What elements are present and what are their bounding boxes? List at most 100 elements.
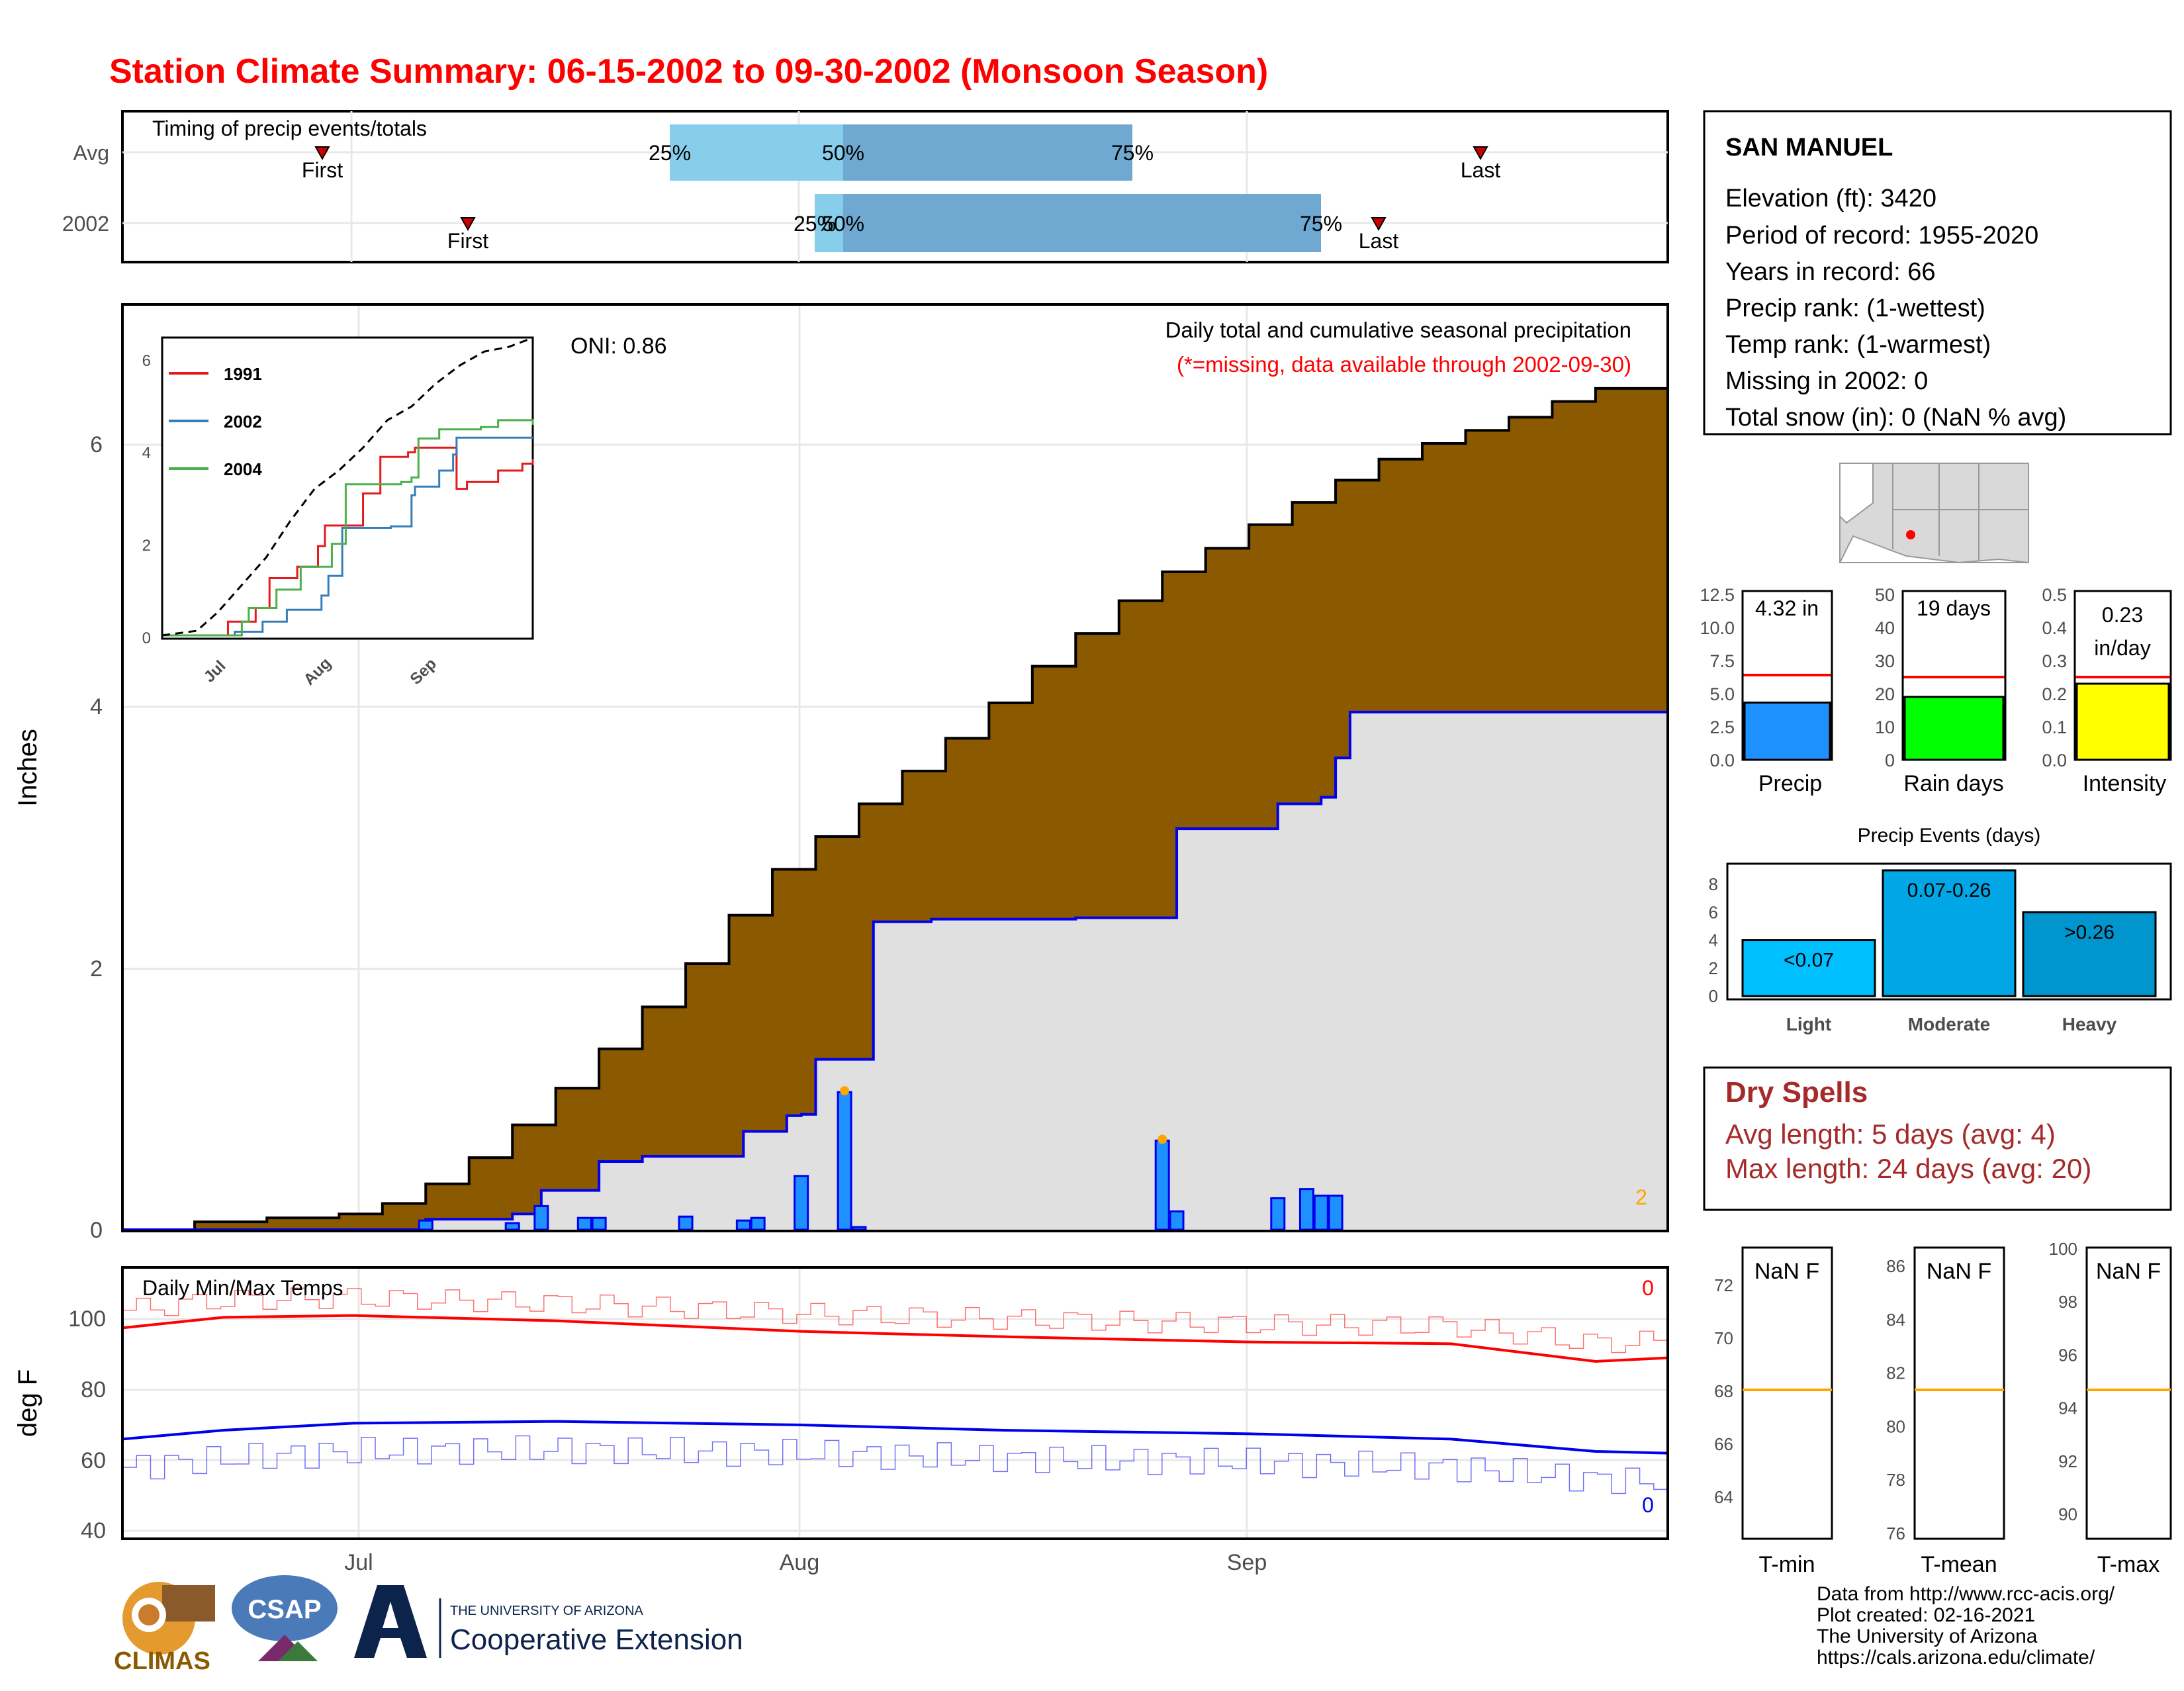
footer-line-2: Plot created: 02-16-2021 xyxy=(1817,1604,2035,1626)
timing-avg-last-label: Last xyxy=(1461,158,1501,182)
daily-precip-bar xyxy=(1270,1197,1286,1231)
temp-xtick-sep: Sep xyxy=(1227,1550,1267,1575)
footer-line-4: https://cals.arizona.edu/climate/ xyxy=(1817,1647,2095,1668)
timing-2002-last-marker xyxy=(1371,217,1387,232)
mini-intensity-ytick: 0.1 xyxy=(2042,717,2067,737)
inset-legend-1991: 1991 xyxy=(224,364,262,384)
mini-precip-ytick: 7.5 xyxy=(1709,651,1735,671)
temp-ytick-100: 100 xyxy=(68,1306,106,1332)
station-missing: Missing in 2002: 0 xyxy=(1725,367,1928,395)
mini-precip-value: 4.32 in xyxy=(1755,596,1819,620)
timing-panel: Timing of precip events/totals Avg 2002 … xyxy=(62,110,1669,263)
inset-line-2004 xyxy=(162,419,534,637)
temp-xtick-jul: Jul xyxy=(344,1550,373,1575)
station-temp-rank: Temp rank: (1-warmest) xyxy=(1725,331,1991,359)
footer-line-1: Data from http://www.rcc-acis.org/ xyxy=(1817,1583,2115,1605)
mini-raindays-label: Rain days xyxy=(1903,771,2003,796)
timing-avg-first-marker xyxy=(314,146,330,161)
inset-ytick-6: 6 xyxy=(142,352,151,370)
mini-bar-ticks: 0.0 2.5 5.0 7.5 10.0 12.5 0 10 20 30 40 50 0.0 0.1 0.2… xyxy=(1700,585,2067,770)
station-period: Period of record: 1955-2020 xyxy=(1725,222,2038,250)
inset-chart: 6 4 2 0 Jul Aug Sep 1991 2002 2004 xyxy=(142,336,534,689)
daily-precip-bar xyxy=(418,1219,433,1231)
mini-intensity-ytick: 0.2 xyxy=(2042,684,2067,704)
event-bar-heavy xyxy=(2022,911,2157,997)
temp-xtick-aug: Aug xyxy=(780,1550,820,1575)
mini-intensity-value: 0.23 xyxy=(2102,603,2143,627)
footer-line-3: The University of Arizona xyxy=(1817,1625,2038,1647)
event-label-light: Light xyxy=(1786,1014,1831,1034)
temp-missing-max: 0 xyxy=(1642,1276,1654,1300)
temp-ytick-80: 80 xyxy=(81,1377,106,1402)
daily-precip-bar xyxy=(591,1216,607,1231)
temp-mini-ytick: 86 xyxy=(1886,1256,1905,1276)
inset-ytick-4: 4 xyxy=(142,444,151,462)
mini-precip-ytick: 5.0 xyxy=(1709,684,1735,704)
cumulative-avg-line xyxy=(122,375,1669,1231)
missing-count: 2 xyxy=(1635,1185,1647,1209)
timing-2002-25-50-bar xyxy=(815,194,843,252)
event-label-heavy: Heavy xyxy=(2062,1014,2117,1034)
precip-events-title: Precip Events (days) xyxy=(1858,825,2041,846)
daily-precip-bar xyxy=(1328,1195,1343,1231)
tmean-value: NaN F xyxy=(1927,1259,1991,1284)
temp-mini-ytick: 94 xyxy=(2058,1398,2077,1418)
tmin-average-line xyxy=(122,1420,1668,1455)
temp-mini-ytick: 84 xyxy=(1886,1310,1905,1330)
inset-legend-2002: 2002 xyxy=(224,412,262,432)
timing-avg-p25: 25% xyxy=(649,141,691,165)
timing-avg-p50: 50% xyxy=(822,141,864,165)
csap-logo-text: CSAP xyxy=(248,1595,321,1624)
inset-legend-2004: 2004 xyxy=(224,459,262,479)
mini-raindays-value: 19 days xyxy=(1917,596,1991,620)
mini-precip-label: Precip xyxy=(1758,771,1822,796)
chart-title: Station Climate Summary: 06-15-2002 to 0… xyxy=(109,52,1268,91)
event-bar-light xyxy=(1741,939,1876,997)
temp-ylabel: deg F xyxy=(13,1369,42,1437)
precip-events-chart: Precip Events (days) <0.07 0.07-0.26 >0.26… xyxy=(1709,825,2172,1034)
mini-intensity-ytick: 0.5 xyxy=(2042,585,2067,605)
daily-precip-bar xyxy=(576,1216,592,1231)
mini-raindays-bar xyxy=(1903,696,2005,761)
daily-precip-bar xyxy=(794,1175,809,1231)
temp-panel-label: Daily Min/Max Temps xyxy=(142,1276,343,1300)
ua-logo: THE UNIVERSITY OF ARIZONA Cooperative Ex… xyxy=(354,1585,743,1658)
timing-2002-first-label: First xyxy=(447,229,488,253)
temp-mini-ytick: 64 xyxy=(1714,1487,1733,1507)
daily-precip-bar xyxy=(533,1205,549,1231)
tmax-label: T-max xyxy=(2097,1552,2160,1577)
mini-raindays-ytick: 20 xyxy=(1875,684,1895,704)
timing-avg-last-marker xyxy=(1473,146,1488,161)
station-elevation: Elevation (ft): 3420 xyxy=(1725,185,1936,212)
mini-raindays-ytick: 10 xyxy=(1875,717,1895,737)
mini-intensity-ytick: 0.4 xyxy=(2042,618,2067,638)
timing-panel-label: Timing of precip events/totals xyxy=(152,116,427,140)
mini-raindays-ytick: 30 xyxy=(1875,651,1895,671)
event-ytick: 6 xyxy=(1709,902,1718,922)
timing-avg-50-75-bar xyxy=(843,124,1132,181)
mini-precip-ytick: 2.5 xyxy=(1709,717,1735,737)
main-ytick-4: 4 xyxy=(90,694,103,719)
daily-precip-bar xyxy=(678,1215,694,1231)
daily-precip-bar xyxy=(1154,1139,1170,1231)
temp-mini-ticks: 64 66 68 70 72 76 78 80 82 84 86 90 92 94 96 98 100 xyxy=(1714,1239,2077,1543)
daily-precip-bar xyxy=(1169,1210,1185,1231)
tmean-label: T-mean xyxy=(1921,1552,1997,1577)
temp-mini-ytick: 96 xyxy=(2058,1345,2077,1365)
dry-spells-title: Dry Spells xyxy=(1725,1076,1868,1109)
event-ytick: 4 xyxy=(1709,931,1718,950)
tmin-value: NaN F xyxy=(1754,1259,1819,1284)
timing-2002-p75: 75% xyxy=(1300,212,1342,236)
event-ytick: 0 xyxy=(1709,986,1718,1006)
daily-precip-bar xyxy=(1313,1195,1329,1231)
daily-precip-bar xyxy=(750,1216,766,1231)
timing-2002-50-75-bar xyxy=(843,194,1321,252)
mini-bar-marks xyxy=(1743,674,2171,761)
main-ytick-6: 6 xyxy=(90,432,103,457)
daily-precip-bar xyxy=(735,1219,751,1231)
temp-mini-ytick: 100 xyxy=(2049,1239,2077,1259)
mini-intensity-ytick: 0.0 xyxy=(2042,751,2067,770)
temp-mini-ytick: 80 xyxy=(1886,1416,1905,1436)
